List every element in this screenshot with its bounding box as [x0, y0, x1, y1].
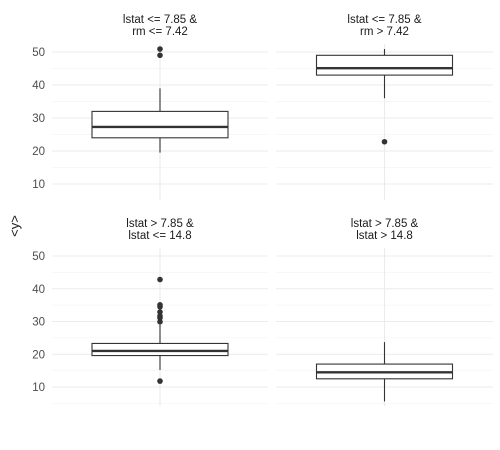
y-axis-label: <y>: [7, 215, 22, 237]
iqr-box: [91, 110, 229, 139]
iqr-box: [315, 54, 454, 76]
panel-title-line2: rm <= 7.42: [132, 26, 188, 38]
y-tick-label: 30: [32, 113, 45, 125]
y-tick-label: 10: [32, 179, 45, 191]
outlier-point: [157, 276, 163, 283]
outlier-point: [157, 319, 163, 325]
panel-title-line2: rm > 7.42: [360, 26, 409, 38]
outlier-point: [381, 138, 388, 145]
iqr-box: [91, 342, 229, 357]
outlier-point: [157, 52, 163, 59]
y-tick-label: 10: [32, 382, 45, 394]
panel-3: lstat > 7.85 &lstat <= 14.8 10 20 30 40 50: [32, 218, 268, 406]
y-tick-label: 40: [32, 284, 45, 296]
y-tick-label: 20: [32, 349, 45, 361]
panel-title-line1: lstat > 7.85 &: [351, 218, 419, 230]
panel-4: lstat > 7.85 &lstat > 14.8: [276, 218, 493, 406]
panel-title-line2: lstat <= 14.8: [128, 230, 191, 242]
y-tick-label: 20: [32, 146, 45, 158]
panel-title-line1: lstat <= 7.85 &: [347, 14, 421, 26]
y-tick-label: 30: [32, 317, 45, 329]
panel-2: lstat <= 7.85 &rm > 7.42: [276, 14, 493, 200]
outlier-point: [157, 313, 163, 319]
y-tick-label: 50: [32, 47, 45, 59]
y-tick-label: 40: [32, 80, 45, 92]
outlier-point: [157, 378, 163, 384]
outlier-point: [157, 46, 163, 52]
panel-title-line2: lstat > 14.8: [356, 230, 413, 242]
outlier-point: [157, 309, 163, 315]
outlier-point: [157, 301, 163, 308]
panel-1: lstat <= 7.85 &rm <= 7.42 10 20 30 40 50: [32, 14, 268, 200]
panel-title-line1: lstat <= 7.85 &: [123, 14, 197, 26]
panel-title-line1: lstat > 7.85 &: [126, 218, 194, 230]
y-tick-label: 50: [32, 251, 45, 263]
